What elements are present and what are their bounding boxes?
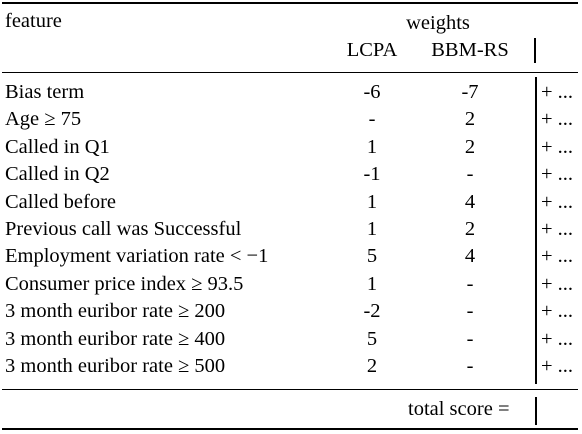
lcpa-header: LCPA (346, 39, 398, 61)
header-rule (2, 72, 578, 73)
lcpa-weight-cell: -1 (363, 163, 381, 185)
top-rule (2, 2, 578, 4)
lcpa-weight-cell: -2 (363, 300, 381, 322)
lcpa-weight-cell: -6 (363, 81, 381, 103)
bbmrs-weight-cell: 4 (464, 245, 476, 267)
bbmrs-weight-cell: - (466, 328, 474, 350)
bbmrs-weight-cell: 2 (464, 108, 476, 130)
lcpa-weight-cell: 5 (366, 245, 378, 267)
lcpa-weight-cell: 2 (366, 355, 378, 377)
bbmrs-weight-cell: -7 (461, 81, 479, 103)
body-rule (2, 389, 578, 390)
bbmrs-weight-cell: - (466, 355, 474, 377)
feature-cell: 3 month euribor rate ≥ 200 (5, 300, 226, 322)
bbmrs-weight-cell: 4 (464, 191, 476, 213)
bbmrs-weight-cell: - (466, 300, 474, 322)
bbmrs-header: BBM-RS (431, 39, 509, 61)
score-cell: + ... (541, 328, 574, 350)
feature-cell: Consumer price index ≥ 93.5 (5, 273, 244, 295)
feature-cell: Age ≥ 75 (5, 108, 82, 130)
feature-cell: Employment variation rate < −1 (5, 245, 269, 267)
score-cell: + ... (541, 136, 574, 158)
feature-header: feature (5, 10, 62, 32)
lcpa-weight-cell: 1 (366, 273, 378, 295)
feature-cell: Called in Q2 (5, 163, 110, 185)
lcpa-weight-cell: - (368, 108, 376, 130)
score-cell: + ... (541, 163, 574, 185)
bbmrs-weight-cell: 2 (464, 136, 476, 158)
feature-cell: Bias term (5, 81, 85, 103)
feature-cell: Previous call was Successful (5, 218, 242, 240)
score-cell: + ... (541, 218, 574, 240)
feature-cell: 3 month euribor rate ≥ 400 (5, 328, 226, 350)
bbmrs-weight-cell: - (466, 163, 474, 185)
feature-cell: Called in Q1 (5, 136, 110, 158)
lcpa-weight-cell: 1 (366, 136, 378, 158)
feature-cell: Called before (5, 191, 116, 213)
lcpa-weight-cell: 5 (366, 328, 378, 350)
score-cell: + ... (541, 355, 574, 377)
total-score-box (535, 397, 537, 425)
lcpa-weight-cell: 1 (366, 218, 378, 240)
feature-cell: 3 month euribor rate ≥ 500 (5, 355, 226, 377)
score-cell: + ... (541, 273, 574, 295)
score-cell: + ... (541, 245, 574, 267)
score-cell: + ... (541, 191, 574, 213)
score-cell: + ... (541, 300, 574, 322)
weights-header: weights (406, 12, 470, 34)
score-divider (535, 77, 537, 384)
lcpa-weight-cell: 1 (366, 191, 378, 213)
score-cell: + ... (541, 108, 574, 130)
bbmrs-weight-cell: - (466, 273, 474, 295)
score-cell: + ... (541, 81, 574, 103)
header-score-divider (534, 38, 536, 63)
bottom-rule (2, 428, 578, 430)
total-score-label: total score = (408, 398, 510, 420)
bbmrs-weight-cell: 2 (464, 218, 476, 240)
